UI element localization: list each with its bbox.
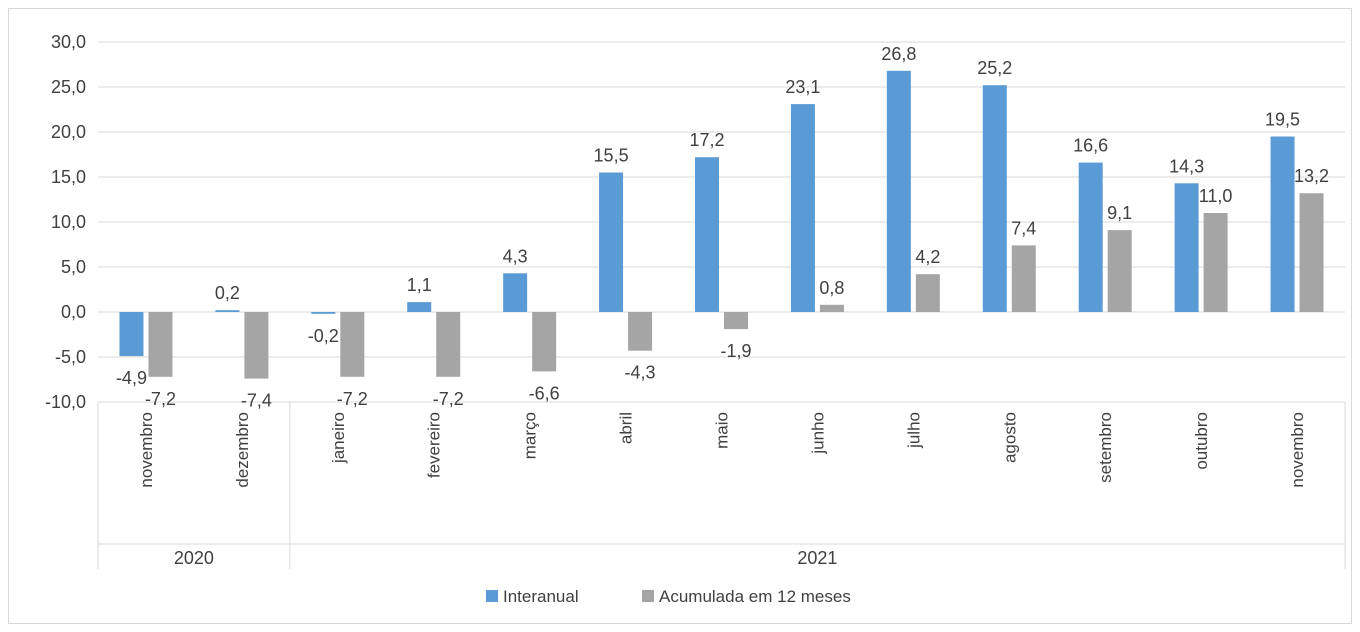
bar-acumulada: [1107, 230, 1132, 312]
bar-interanual: [599, 172, 624, 312]
bar-interanual: [119, 312, 144, 357]
bar-interanual: [982, 85, 1007, 312]
category-label: fevereiro: [425, 412, 444, 478]
data-label: 16,6: [1073, 136, 1108, 156]
data-label: -7,2: [433, 389, 464, 409]
legend-label: Acumulada em 12 meses: [659, 587, 851, 606]
bar-interanual: [1174, 183, 1199, 312]
category-label: junho: [808, 412, 827, 455]
group-label: 2021: [797, 548, 837, 568]
data-label: 11,0: [1199, 186, 1233, 206]
data-label: -7,2: [337, 389, 368, 409]
y-tick-label: -5,0: [55, 347, 86, 367]
bar-acumulada: [1011, 245, 1036, 312]
category-label: janeiro: [329, 412, 348, 464]
data-label: 7,4: [1011, 218, 1036, 238]
category-label: abril: [617, 412, 636, 444]
bar-interanual: [311, 312, 336, 314]
data-label: 0,8: [819, 278, 844, 298]
bar-acumulada: [1299, 193, 1324, 312]
bar-interanual: [215, 310, 240, 312]
bar-acumulada: [340, 312, 365, 377]
data-label: 15,5: [594, 146, 629, 166]
legend-swatch: [642, 590, 654, 602]
bar-interanual: [790, 104, 815, 312]
data-label: -0,2: [308, 326, 339, 346]
category-label: novembro: [1288, 412, 1307, 488]
data-label: -4,9: [116, 368, 147, 388]
legend-label: Interanual: [503, 587, 579, 606]
category-label: maio: [713, 412, 732, 449]
data-label: 17,2: [689, 130, 724, 150]
data-label: 0,2: [215, 283, 240, 303]
chart-area: -10,0 -5,0 0,0 5,0 10,0 15,0 20,0 25,0 30,0 -4,9 0…: [8, 8, 1352, 624]
y-tick-label: 5,0: [61, 257, 86, 277]
data-label: -7,4: [241, 391, 272, 411]
category-label: agosto: [1000, 412, 1019, 463]
data-label: -7,2: [145, 389, 176, 409]
y-tick-label: 25,0: [51, 77, 86, 97]
category-label: março: [521, 412, 540, 459]
bar-interanual: [1078, 162, 1103, 312]
data-label: 14,3: [1169, 156, 1204, 176]
data-label: -4,3: [625, 363, 656, 383]
bar-interanual: [886, 70, 911, 312]
bar-acumulada: [148, 312, 173, 377]
category-label: dezembro: [233, 412, 252, 488]
data-label: 26,8: [881, 44, 916, 64]
data-label: 4,3: [503, 246, 528, 266]
bar-interanual: [503, 273, 528, 312]
bar-acumulada: [724, 312, 748, 330]
data-label: 9,1: [1107, 203, 1132, 223]
category-label: julho: [904, 412, 923, 449]
y-tick-label: 15,0: [51, 167, 86, 187]
bar-acumulada: [436, 312, 461, 377]
data-label: -6,6: [529, 383, 560, 403]
data-label: 4,2: [915, 247, 940, 267]
y-tick-label: 0,0: [61, 302, 86, 322]
bar-acumulada: [1203, 213, 1228, 312]
data-label: -1,9: [720, 341, 751, 361]
y-tick-label: -10,0: [45, 392, 86, 412]
legend-swatch: [486, 590, 498, 602]
y-tick-label: 30,0: [51, 32, 86, 52]
bar-acumulada: [628, 312, 653, 351]
y-tick-label: 20,0: [51, 122, 86, 142]
data-label: 23,1: [785, 77, 820, 97]
bar-chart: -10,0 -5,0 0,0 5,0 10,0 15,0 20,0 25,0 30,0 -4,9 0…: [45, 32, 1346, 606]
bar-acumulada: [244, 312, 269, 379]
bar-interanual: [695, 157, 719, 312]
category-label: outubro: [1192, 412, 1211, 470]
bar-interanual: [1270, 136, 1295, 312]
bar-interanual: [407, 302, 432, 312]
data-label: 13,2: [1294, 166, 1329, 186]
y-tick-label: 10,0: [51, 212, 86, 232]
bar-acumulada: [819, 304, 844, 312]
group-label: 2020: [174, 548, 214, 568]
data-label: 1,1: [407, 275, 432, 295]
category-label: novembro: [137, 412, 156, 488]
bar-acumulada: [532, 312, 557, 372]
category-label: setembro: [1096, 412, 1115, 483]
bar-acumulada: [915, 274, 940, 312]
data-label: 19,5: [1265, 110, 1300, 130]
data-label: 25,2: [977, 58, 1012, 78]
